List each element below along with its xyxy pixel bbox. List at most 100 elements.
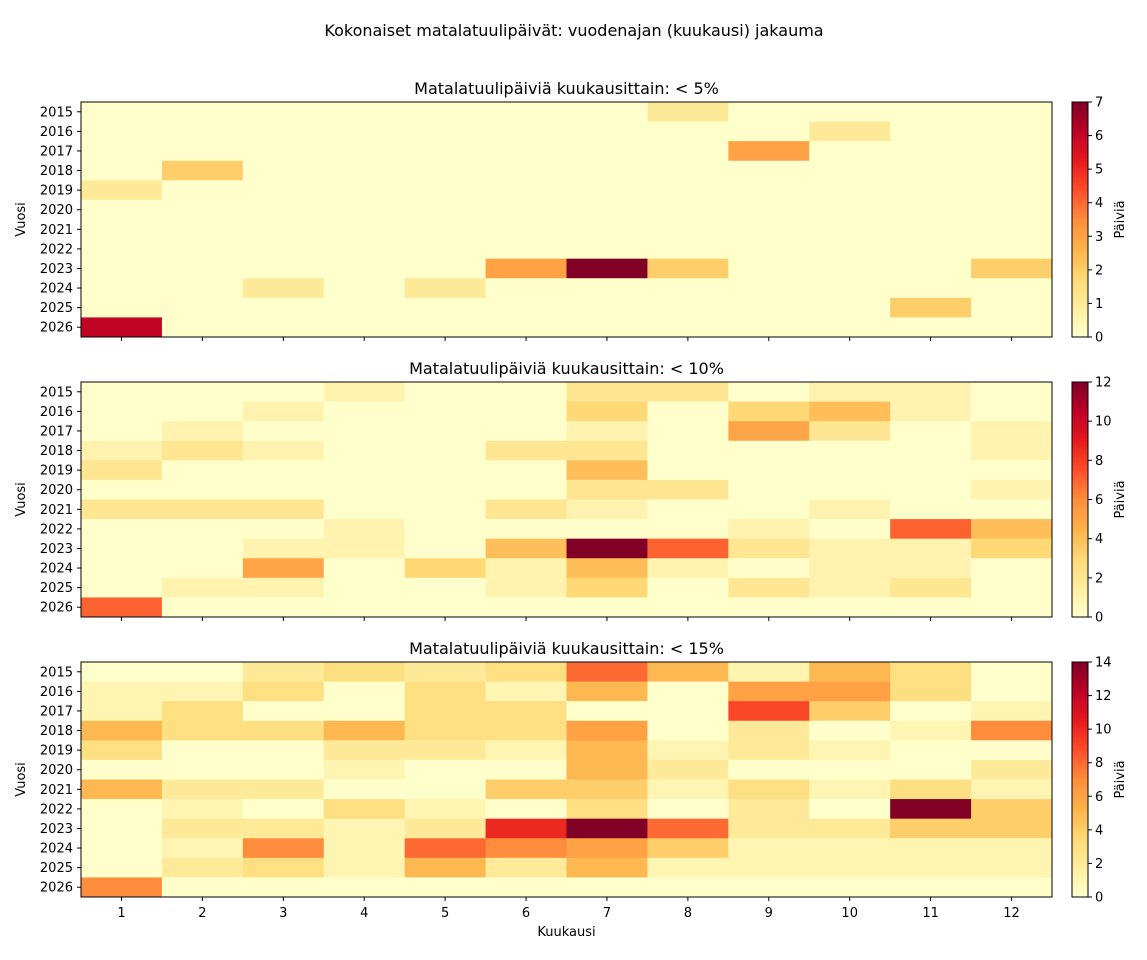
y-axis-label: Vuosi <box>14 202 29 237</box>
x-tick-label: 5 <box>441 906 449 921</box>
heatmap-cell <box>161 297 244 318</box>
heatmap-cell <box>161 857 244 878</box>
heatmap-cell <box>809 121 891 142</box>
heatmap-cell <box>485 239 567 260</box>
heatmap-cell <box>566 759 648 780</box>
heatmap-cell <box>161 121 244 142</box>
heatmap-cell <box>728 421 810 442</box>
y-tick-label: 2024 <box>40 842 73 857</box>
heatmap-cell <box>485 141 567 162</box>
heatmap-cell <box>161 519 244 540</box>
heatmap-cell <box>323 102 406 123</box>
heatmap-cell <box>728 180 810 201</box>
heatmap-cell <box>890 258 972 279</box>
heatmap-cell <box>81 857 163 878</box>
heatmap-cell <box>809 160 891 181</box>
colorbar-tick-label: 8 <box>1095 454 1103 469</box>
heatmap-cell <box>647 720 729 741</box>
heatmap-cell <box>647 558 729 579</box>
heatmap-cell <box>809 877 891 898</box>
y-tick-label: 2023 <box>40 542 73 557</box>
heatmap-cell <box>971 720 1053 741</box>
heatmap-cell <box>971 317 1053 338</box>
heatmap-cell <box>809 818 891 839</box>
heatmap-cell <box>242 440 325 461</box>
heatmap-cell <box>404 857 487 878</box>
heatmap-cell <box>81 278 163 299</box>
y-tick-label: 2018 <box>40 724 73 739</box>
heatmap-cell <box>566 421 648 442</box>
heatmap-cell <box>161 577 244 598</box>
heatmap-cell <box>890 160 972 181</box>
heatmap-cell <box>728 838 810 859</box>
heatmap-cell <box>890 278 972 299</box>
heatmap-cell <box>323 681 406 702</box>
heatmap-panel-2: Matalatuulipäiviä kuukausittain: < 10%20… <box>14 359 1128 626</box>
heatmap-cell <box>404 278 487 299</box>
heatmap-cell <box>404 239 487 260</box>
x-tick-label: 1 <box>117 906 125 921</box>
heatmap-cell <box>890 701 972 722</box>
heatmap-cell <box>242 720 325 741</box>
heatmap-cell <box>971 258 1053 279</box>
plot-frame <box>80 101 1053 338</box>
heatmap-cell <box>242 577 325 598</box>
heatmap-cell <box>485 297 567 318</box>
heatmap-cell <box>242 877 325 898</box>
heatmap-cell <box>728 102 810 123</box>
colorbar: 0 1 2 3 4 5 6 7 Päiviä <box>1071 96 1128 346</box>
heatmap-cell <box>323 799 406 820</box>
heatmap-cell <box>809 239 891 260</box>
heatmap-cell <box>404 499 487 520</box>
heatmap-cell <box>485 538 567 559</box>
heatmap-cell <box>728 857 810 878</box>
heatmap-cell <box>404 662 487 683</box>
y-tick-label: 2016 <box>40 125 73 140</box>
heatmap-cell <box>161 239 244 260</box>
heatmap-cell <box>485 382 567 403</box>
heatmap-cell <box>404 701 487 722</box>
heatmap-cell <box>323 421 406 442</box>
heatmap-cell <box>566 597 648 618</box>
heatmap-cell <box>404 779 487 800</box>
heatmap-cell <box>647 180 729 201</box>
heatmap-cell <box>809 759 891 780</box>
heatmap-cell <box>323 577 406 598</box>
heatmap-cell <box>728 460 810 481</box>
heatmap-cell <box>728 278 810 299</box>
heatmap-cell <box>647 838 729 859</box>
heatmap-cell <box>323 401 406 422</box>
colorbar-tick-label: 8 <box>1095 756 1103 771</box>
y-tick-label: 2022 <box>40 802 73 817</box>
heatmap-cell <box>81 838 163 859</box>
y-axis-label: Vuosi <box>14 482 29 517</box>
heatmap-cell <box>323 317 406 338</box>
heatmap-cell <box>809 199 891 220</box>
heatmap-cell <box>161 102 244 123</box>
colorbar-tick-label: 7 <box>1095 96 1103 111</box>
heatmap-cell <box>81 701 163 722</box>
y-tick-label: 2020 <box>40 483 73 498</box>
heatmap-cell <box>323 838 406 859</box>
heatmap-cell <box>323 519 406 540</box>
heatmap-cell <box>971 681 1053 702</box>
colorbar-tick-label: 6 <box>1095 129 1103 144</box>
heatmap-cell <box>485 701 567 722</box>
y-tick-label: 2020 <box>40 763 73 778</box>
heatmap-cell <box>161 759 244 780</box>
heatmap-cell <box>81 297 163 318</box>
heatmap-cell <box>971 519 1053 540</box>
heatmap-cell <box>728 818 810 839</box>
heatmap-cell <box>485 519 567 540</box>
heatmap-cell <box>809 538 891 559</box>
heatmap-cell <box>81 779 163 800</box>
heatmap-cell <box>809 317 891 338</box>
heatmap-cell <box>485 597 567 618</box>
heatmap-cell <box>161 499 244 520</box>
heatmap-cell <box>161 701 244 722</box>
heatmap-cell <box>728 877 810 898</box>
colorbar: 0 2 4 6 8 10 12 Päiviä <box>1071 376 1128 626</box>
y-tick-label: 2025 <box>40 861 73 876</box>
heatmap-cell <box>323 701 406 722</box>
heatmap-cell <box>566 460 648 481</box>
